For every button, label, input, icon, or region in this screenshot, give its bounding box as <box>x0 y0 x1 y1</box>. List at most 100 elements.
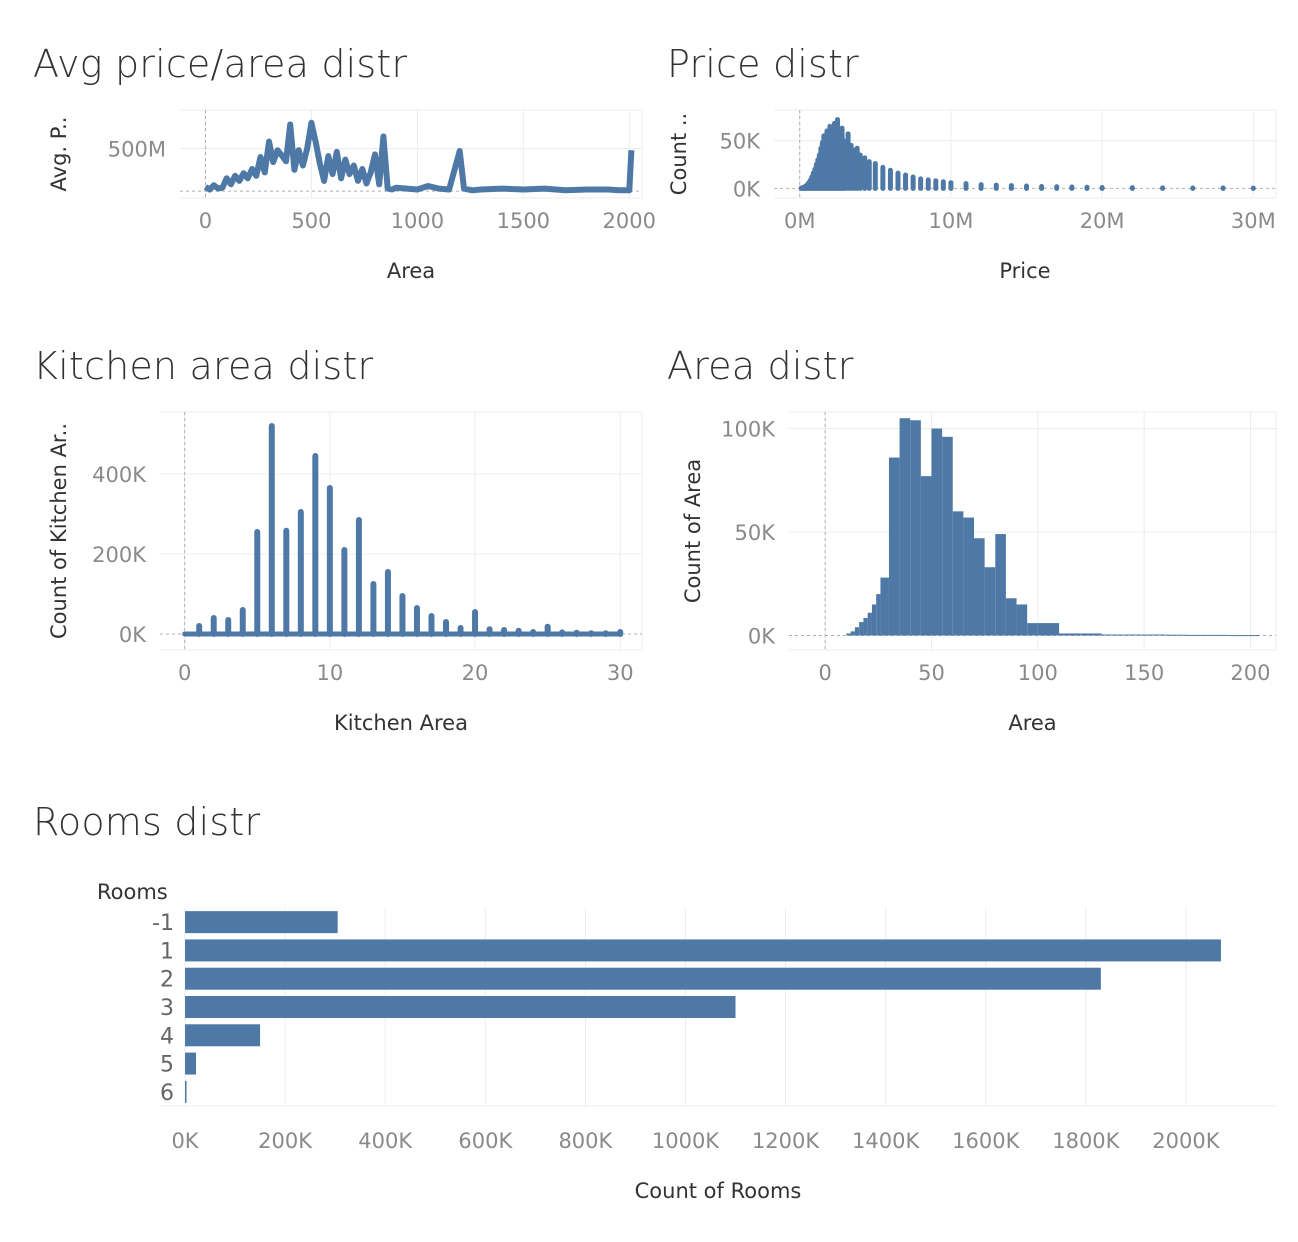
category-label: -1 <box>152 911 174 936</box>
y-tick-label: 100K <box>721 418 776 442</box>
y-tick-label: 0K <box>733 177 761 201</box>
bar <box>920 476 932 636</box>
x-axis-label: Kitchen Area <box>334 711 468 735</box>
bar <box>1165 634 1187 636</box>
y-tick-label: 50K <box>735 521 777 545</box>
bar <box>899 418 911 636</box>
bar <box>931 428 943 636</box>
x-axis-label: Price <box>999 259 1050 283</box>
y-axis-label: Avg. P.. <box>47 117 71 192</box>
x-tick-label: 0K <box>171 1129 199 1153</box>
bar <box>1254 635 1259 637</box>
chart-title: Avg price/area distr <box>33 42 408 86</box>
chart-rooms-distr: Rooms distr 0K 200K 400K 600K 800K 1000K 1200K… <box>0 770 1298 1242</box>
bar <box>880 577 889 636</box>
bar <box>850 631 855 636</box>
bar <box>863 617 868 636</box>
bar <box>185 911 338 934</box>
bar <box>1229 635 1251 637</box>
chart-price-distr: Price distr 0M 10M 20M 30M 0K 50K Price Count .… <box>649 0 1298 310</box>
y-tick-label: 200K <box>92 543 147 567</box>
x-tick-label: 0 <box>178 661 191 685</box>
chart-area-distr: Area distr 0 50 100 150 200 0K 50K 100K Area Coun… <box>649 318 1298 763</box>
y-axis-label: Count of Kitchen Ar.. <box>47 423 71 639</box>
chart-title: Rooms distr <box>33 800 261 844</box>
x-tick-label: 1000K <box>652 1129 720 1153</box>
bar <box>1186 634 1208 636</box>
x-tick-label: 0M <box>784 209 815 233</box>
bar <box>1080 633 1102 636</box>
bar <box>1101 634 1123 636</box>
x-tick-label: 20 <box>462 661 489 685</box>
bar <box>871 604 877 636</box>
chart-avg-price-area: Avg price/area distr 0 500 1000 1500 2000 500… <box>0 0 656 310</box>
category-label: 4 <box>160 1024 174 1049</box>
bar <box>876 594 881 636</box>
bar <box>995 534 1006 636</box>
y-tick-label: 0K <box>119 623 147 647</box>
x-tick-label: 50 <box>918 661 945 685</box>
x-tick-label: 2000 <box>603 209 656 233</box>
bar <box>867 612 872 636</box>
x-tick-label: 10 <box>316 661 343 685</box>
x-tick-label: 0 <box>818 661 831 685</box>
bar <box>1027 623 1038 636</box>
y-tick-label: 0K <box>748 625 776 649</box>
bar <box>910 420 921 636</box>
bar <box>942 436 953 636</box>
y-axis-label: Rooms <box>97 880 168 904</box>
bar <box>846 633 851 636</box>
x-tick-label: 200 <box>1230 661 1270 685</box>
x-tick-label: 0 <box>199 209 212 233</box>
bar <box>185 1080 187 1103</box>
y-tick-label: 50K <box>720 130 762 154</box>
x-tick-label: 500 <box>291 209 331 233</box>
chart-svg-kitchen-area: 0 10 20 30 0K 200K 400K Kitchen Area Count of Ki… <box>47 411 643 735</box>
bar <box>888 457 900 636</box>
x-axis-label: Area <box>387 259 435 283</box>
x-tick-label: 1500 <box>497 209 550 233</box>
bar <box>1207 634 1230 636</box>
x-tick-label: 1600K <box>952 1129 1020 1153</box>
bar <box>185 1052 197 1075</box>
x-tick-label: 2000K <box>1152 1129 1220 1153</box>
category-label: 2 <box>160 968 174 993</box>
bar <box>185 1024 261 1047</box>
chart-title: Area distr <box>667 344 854 388</box>
category-label: 1 <box>160 939 174 964</box>
bar <box>185 939 1221 962</box>
chart-svg-area-distr: 0 50 100 150 200 0K 50K 100K Area Count of Area <box>681 411 1277 735</box>
x-tick-label: 100 <box>1018 661 1058 685</box>
x-tick-label: 200K <box>258 1129 313 1153</box>
chart-svg-price-distr: 0M 10M 20M 30M 0K 50K Price Count .. <box>667 109 1277 283</box>
category-label: 5 <box>160 1053 174 1078</box>
bar <box>1250 635 1255 637</box>
bar <box>974 538 985 636</box>
bar <box>952 511 964 636</box>
x-tick-label: 150 <box>1124 661 1164 685</box>
bar <box>854 627 860 636</box>
x-tick-label: 1800K <box>1052 1129 1120 1153</box>
bar <box>185 967 1101 990</box>
x-tick-label: 30M <box>1231 209 1276 233</box>
bar <box>185 996 736 1018</box>
category-label: 3 <box>160 996 174 1021</box>
chart-svg-rooms: 0K 200K 400K 600K 800K 1000K 1200K 1400K 1600K 18… <box>97 880 1276 1203</box>
x-tick-label: 1400K <box>852 1129 920 1153</box>
y-tick-label: 500M <box>108 137 166 161</box>
bar <box>1005 598 1017 636</box>
bar <box>1122 634 1145 636</box>
x-tick-label: 20M <box>1080 209 1125 233</box>
bar <box>1016 604 1028 636</box>
category-label: 6 <box>160 1081 174 1106</box>
x-tick-label: 1200K <box>752 1129 820 1153</box>
x-axis-label: Count of Rooms <box>635 1179 802 1203</box>
x-tick-label: 10M <box>928 209 973 233</box>
x-tick-label: 800K <box>558 1129 613 1153</box>
y-axis-label: Count .. <box>667 113 691 195</box>
x-tick-label: 600K <box>458 1129 513 1153</box>
chart-svg-avg-price-area: 0 500 1000 1500 2000 500M Area Avg. P.. <box>47 109 656 283</box>
y-tick-label: 400K <box>92 463 147 487</box>
x-axis-label: Area <box>1008 711 1056 735</box>
x-tick-label: 30 <box>607 661 634 685</box>
